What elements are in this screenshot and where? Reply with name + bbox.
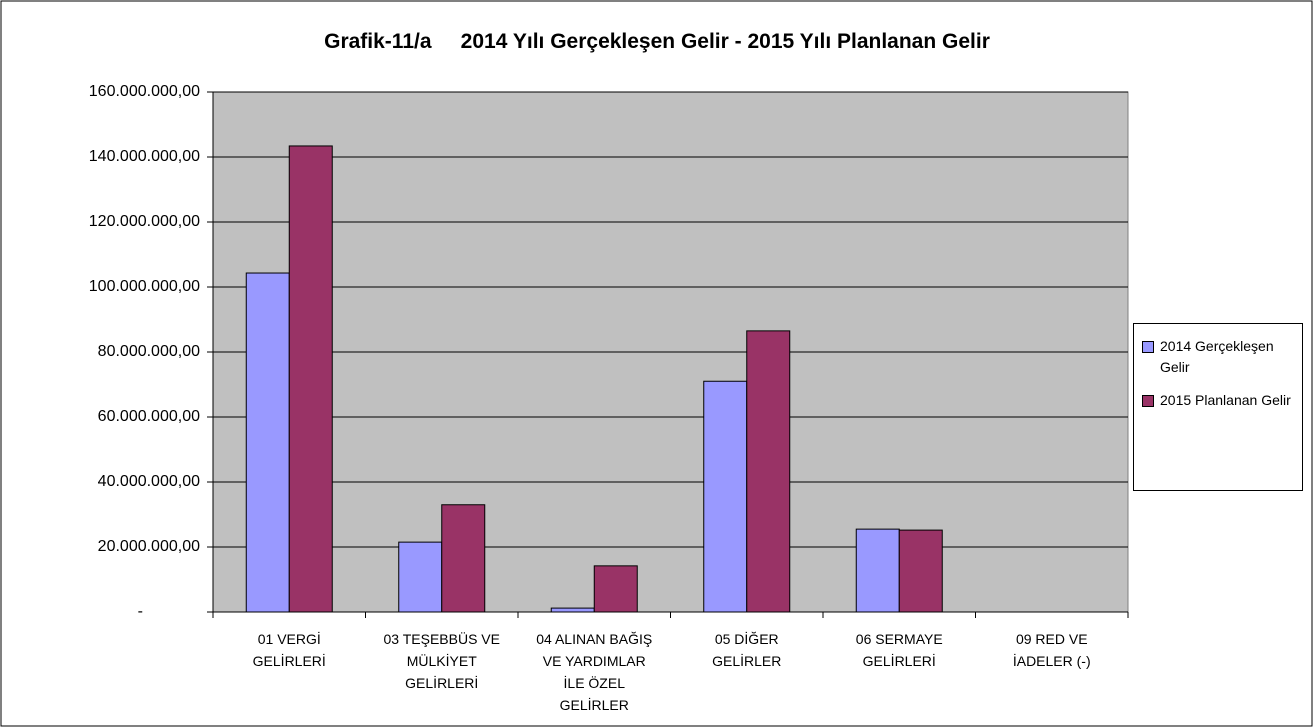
legend-swatch [1142,395,1154,407]
bar [898,529,943,613]
bar [703,380,748,613]
x-tick-label: 04 ALINAN BAĞIŞ VE YARDIMLAR İLE ÖZEL GE… [536,631,653,713]
legend-swatch [1142,341,1154,353]
legend-item: 2014 Gerçekleşen Gelir [1138,336,1296,378]
y-tick-label: 80.000.000,00 [98,343,200,360]
legend-label: 2015 Planlanan Gelir [1160,392,1291,408]
x-tick-label: 05 DİĞER GELİRLER [712,631,782,669]
y-tick-label: 120.000.000,00 [89,213,200,230]
bar [550,607,595,613]
y-tick-label: 100.000.000,00 [89,278,200,295]
chart-title: Grafik-11/a 2014 Yılı Gerçekleşen Gelir … [324,30,990,53]
x-tick-label: 09 RED VE İADELER (-) [1012,631,1091,669]
y-tick-label: 20.000.000,00 [98,538,200,555]
bar [746,330,791,613]
y-tick-label: - [138,603,143,620]
x-tick-label: 03 TEŞEBBÜS VE MÜLKİYET GELİRLERİ [383,631,500,691]
bar [398,541,443,613]
y-tick-label: 40.000.000,00 [98,473,200,490]
bar [288,145,333,613]
bar [855,528,900,613]
x-tick-label: 01 VERGİ GELİRLERİ [252,631,326,669]
bar [593,565,638,613]
y-tick-label: 160.000.000,00 [89,83,200,100]
y-tick-label: 140.000.000,00 [89,148,200,165]
bar [245,272,290,613]
bar [441,504,486,613]
y-tick-label: 60.000.000,00 [98,408,200,425]
x-tick-label: 06 SERMAYE GELİRLERİ [855,631,943,669]
legend: 2014 Gerçekleşen Gelir 2015 Planlanan Gel… [1133,323,1303,491]
legend-item: 2015 Planlanan Gelir [1138,390,1296,411]
legend-label: 2014 Gerçekleşen Gelir [1160,338,1274,375]
